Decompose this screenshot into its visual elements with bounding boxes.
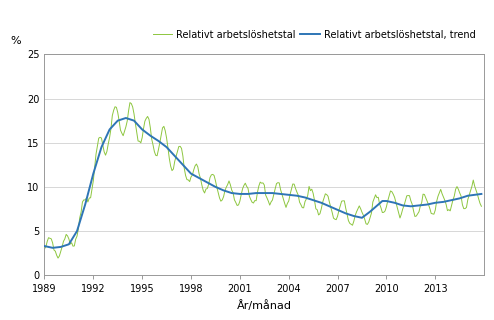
Relativt arbetslöshetstal, trend (123, 116, 129, 120)
Relativt arbetslöshetstal (139, 136, 145, 140)
Line: Relativt arbetslöshetstal: Relativt arbetslöshetstal (44, 103, 482, 258)
Relativt arbetslöshetstal (41, 247, 47, 251)
Relativt arbetslöshetstal, trend (49, 246, 55, 250)
Relativt arbetslöshetstal, trend (477, 192, 483, 196)
Relativt arbetslöshetstal (423, 196, 429, 200)
Relativt arbetslöshetstal, trend (259, 191, 265, 195)
Relativt arbetslöshetstal (479, 204, 485, 208)
Relativt arbetslöshetstal, trend (41, 244, 47, 248)
Relativt arbetslöshetstal (477, 202, 483, 205)
Legend: Relativt arbetslöshetstal, Relativt arbetslöshetstal, trend: Relativt arbetslöshetstal, Relativt arbe… (149, 26, 479, 44)
Relativt arbetslöshetstal, trend (122, 116, 127, 120)
Relativt arbetslöshetstal, trend (81, 207, 87, 211)
Relativt arbetslöshetstal (55, 256, 61, 260)
Relativt arbetslöshetstal (127, 101, 133, 105)
Relativt arbetslöshetstal (259, 181, 265, 185)
Relativt arbetslöshetstal, trend (479, 192, 485, 196)
Line: Relativt arbetslöshetstal, trend: Relativt arbetslöshetstal, trend (44, 118, 482, 248)
Relativt arbetslöshetstal (81, 198, 87, 202)
Relativt arbetslöshetstal, trend (139, 128, 145, 132)
X-axis label: År/månad: År/månad (237, 300, 292, 311)
Y-axis label: %: % (10, 36, 21, 45)
Relativt arbetslöshetstal (122, 129, 127, 133)
Relativt arbetslöshetstal, trend (423, 203, 429, 207)
